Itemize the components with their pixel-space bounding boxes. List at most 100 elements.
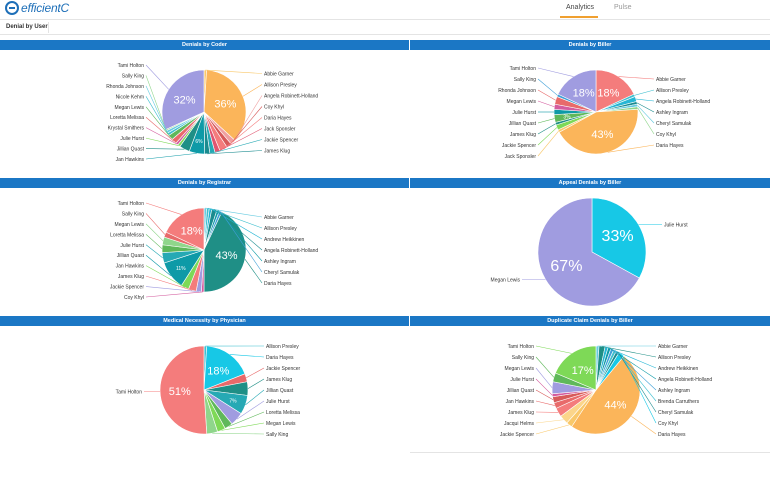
pie-percent-label: 67% <box>550 258 582 275</box>
pie-percent-label: 7% <box>229 398 237 404</box>
pie-label-daria-hayes: Daria Hayes <box>264 281 292 287</box>
brand-logo[interactable]: efficientC <box>5 1 69 15</box>
brand-name: efficientC <box>21 1 70 15</box>
leader-line <box>145 223 164 242</box>
pie-label-sally-king: Sally King <box>122 211 144 217</box>
pie-slice-allison-presley[interactable] <box>203 69 247 141</box>
pie-percent-label: 32% <box>174 95 196 107</box>
pie-slice-daria-hayes[interactable] <box>558 109 639 155</box>
pie-label-jan-hawkins: Jan Hawkins <box>116 157 145 163</box>
leader-line <box>246 367 265 378</box>
pie-label-loretta-melissa: Loretta Melissa <box>110 232 144 238</box>
leader-line <box>145 153 197 160</box>
pie-label-daria-hayes: Daria Hayes <box>266 355 294 361</box>
pie-label-allison-presley: Allison Presley <box>266 344 299 350</box>
leader-line <box>618 76 655 80</box>
pie-label-angela-robinett-holland: Angela Robinett-Holland <box>264 94 318 100</box>
pie-label-allison-presley: Allison Presley <box>264 83 297 89</box>
leader-line <box>205 69 263 74</box>
leader-line <box>537 100 555 108</box>
pie-label-cheryl-samulak: Cheryl Samulak <box>658 410 694 416</box>
pie-label-nicole-kehm: Nicole Kehm <box>116 94 144 100</box>
pie-label-allison-presley: Allison Presley <box>264 226 297 232</box>
leader-line <box>636 102 655 113</box>
active-tab-indicator <box>560 16 598 18</box>
pie-label-jackie-spencer: Jackie Spencer <box>502 143 537 149</box>
divider <box>48 22 49 33</box>
leader-line <box>217 128 263 153</box>
pie-label-loretta-melissa: Loretta Melissa <box>266 410 300 416</box>
pie-slice-julie-hurst[interactable] <box>591 197 647 279</box>
pie-slice-abbie-garner[interactable] <box>595 69 635 113</box>
pie-percent-label: 3% <box>563 115 571 121</box>
leader-line <box>535 424 570 435</box>
pie-label-angela-robinett-holland: Angela Robinett-Holland <box>264 248 318 254</box>
pie-chart-denials-by-biller: 18% 43% 3% 18% Abbie Garner Allison Presley An… <box>498 66 710 160</box>
pie-slice-tami-holton[interactable] <box>557 69 597 113</box>
pie-label-loretta-melissa: Loretta Melissa <box>110 115 144 121</box>
pie-label-daria-hayes: Daria Hayes <box>264 116 292 122</box>
leader-line <box>223 117 263 150</box>
panel-header-medical-necessity: Medical Necessity by Physician <box>0 316 409 326</box>
pie-label-jackie-spencer: Jackie Spencer <box>110 285 145 291</box>
pie-label-tami-holton: Tami Holton <box>118 201 145 207</box>
leader-line <box>537 127 558 146</box>
leader-line <box>145 291 203 298</box>
pie-percent-label: 17% <box>572 365 594 377</box>
leader-line <box>145 254 172 276</box>
leader-line <box>242 84 263 97</box>
leader-line <box>247 378 265 389</box>
pie-label-james-klug: James Klug <box>266 377 292 383</box>
leader-line <box>220 211 263 273</box>
leader-line <box>535 389 554 401</box>
leader-line <box>537 89 556 101</box>
pie-chart-denials-by-coder: 36% 6% 32% Abbie Garner Allison Presley Angel… <box>106 63 318 163</box>
pie-label-rhonda-johnson: Rhonda Johnson <box>106 84 144 90</box>
pie-label-abbie-garner: Abbie Garner <box>656 77 686 83</box>
pie-label-angela-robinett-holland: Angela Robinett-Holland <box>656 99 710 105</box>
pie-percent-label: 44% <box>604 399 626 411</box>
leader-line <box>228 411 265 427</box>
pie-label-julie-hurst: Julie Hurst <box>664 223 688 229</box>
leader-line <box>634 89 655 96</box>
pie-label-andrew-heikkinen: Andrew Heikkinen <box>658 366 699 372</box>
leader-line <box>212 139 263 154</box>
panel-header-coder: Denials by Coder <box>0 40 409 50</box>
leader-line <box>145 202 182 215</box>
pie-slice-tami-holton[interactable] <box>165 207 205 251</box>
pie-label-james-klug: James Klug <box>264 149 290 155</box>
pie-label-jackie-spencer: Jackie Spencer <box>264 138 299 144</box>
leader-line <box>207 150 263 155</box>
leader-line <box>537 123 556 135</box>
leader-line <box>631 415 657 435</box>
pie-chart-duplicate-claims: 44% 17% Abbie Garner Allison Presley Andrew … <box>500 344 713 438</box>
pie-label-angela-robinett-holland: Angela Robinett-Holland <box>658 377 712 383</box>
leader-line <box>535 378 553 396</box>
leader-line <box>212 432 265 435</box>
tab-pulse[interactable]: Pulse <box>614 4 632 11</box>
pie-slice-megan-lewis[interactable] <box>537 197 640 307</box>
pie-percent-label: 33% <box>602 228 634 245</box>
pie-label-ashley-ingram: Ashley Ingram <box>658 388 690 394</box>
panel-header-biller: Denials by Biller <box>410 40 770 50</box>
pie-label-megan-lewis: Megan Lewis <box>266 421 296 427</box>
leader-line <box>244 258 263 284</box>
pie-label-jillian-quast: Jillian Quast <box>509 121 537 127</box>
pie-label-jillian-quast: Jillian Quast <box>117 253 145 259</box>
leader-line <box>236 400 265 420</box>
leader-line <box>232 95 263 143</box>
pie-label-megan-lewis: Megan Lewis <box>507 99 537 105</box>
pie-label-jack-sponsler: Jack Sponsler <box>505 154 537 160</box>
leader-line <box>214 209 263 251</box>
tab-analytics[interactable]: Analytics <box>566 4 595 11</box>
pie-slice-daria-hayes[interactable] <box>571 355 641 435</box>
pie-label-tami-holton: Tami Holton <box>118 63 145 69</box>
divider <box>410 452 770 453</box>
pie-label-abbie-garner: Abbie Garner <box>658 344 688 350</box>
pie-percent-label: 11% <box>176 266 186 272</box>
pie-label-julie-hurst: Julie Hurst <box>120 136 144 142</box>
pie-label-james-klug: James Klug <box>510 132 536 138</box>
pie-label-tami-holton: Tami Holton <box>510 66 537 72</box>
leader-line <box>635 98 655 102</box>
leader-line <box>145 213 166 235</box>
